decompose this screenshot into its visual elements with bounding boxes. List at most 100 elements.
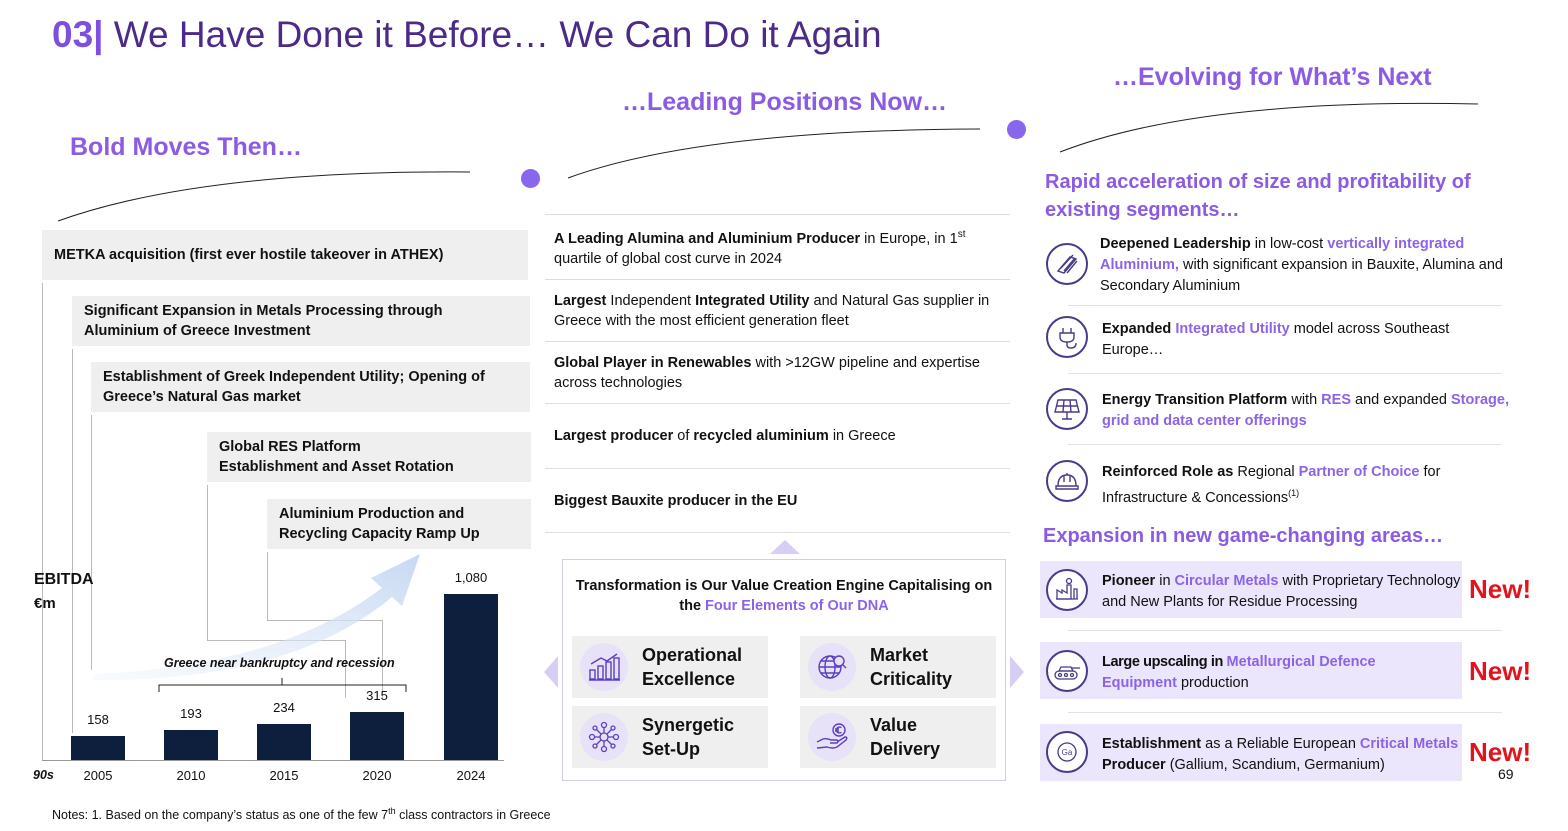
footnote: Notes: 1. Based on the company’s status …: [52, 806, 551, 822]
dna-intro-text: Transformation is Our Value Creation Eng…: [575, 578, 993, 614]
divider: [1068, 444, 1502, 445]
item-bold: Large upscaling in: [1102, 654, 1227, 670]
existing-item-2: Expanded Integrated Utility model across…: [1102, 319, 1502, 361]
bar-value-label: 315: [366, 688, 388, 703]
svg-text:Ga: Ga: [1062, 748, 1073, 757]
gallium-element-icon: Ga: [1046, 731, 1088, 773]
footnote-text: class contractors in Greece: [395, 808, 551, 823]
divider: [1068, 305, 1502, 306]
position-text: in Europe, in 1: [860, 230, 958, 247]
item-accent: Metallurgical Defence Equipment: [1102, 654, 1376, 691]
item-text: production: [1176, 675, 1249, 691]
x-axis: [42, 760, 504, 761]
x-tick-label: 2005: [83, 768, 113, 783]
x-tick-label: 2020: [362, 768, 392, 783]
item-text: in: [1155, 573, 1175, 589]
footnote-sup: th: [388, 806, 396, 816]
position-bold: Biggest Bauxite producer in the EU: [554, 492, 798, 509]
connector: [42, 283, 43, 760]
milestone-label: Establishment of Greek Independent Utili…: [103, 369, 485, 405]
x-tick-label: 2015: [269, 768, 299, 783]
heading-next: …Evolving for What’s Next: [1113, 63, 1432, 91]
connector: [72, 349, 73, 733]
position-item: Global Player in Renewables with >12GW p…: [545, 341, 1010, 403]
positions-list: A Leading Alumina and Aluminium Producer…: [545, 214, 1010, 533]
position-text: Independent: [606, 292, 696, 309]
milestone-label: METKA acquisition (first ever hostile ta…: [54, 247, 444, 263]
heading-now: …Leading Positions Now…: [622, 88, 948, 116]
position-item: Largest Independent Integrated Utility a…: [545, 279, 1010, 341]
divider: [1068, 630, 1502, 631]
section-number: 03|: [52, 14, 104, 55]
dna-label: Value Delivery: [870, 715, 941, 759]
bar-value-label: 234: [273, 700, 295, 715]
item-text: as a Reliable European: [1201, 736, 1360, 752]
item-sup: (1): [1288, 488, 1300, 498]
divider: [1068, 373, 1502, 374]
item-accent: Storage, grid and data center offerings: [1102, 392, 1509, 429]
item-text: and expanded: [1351, 392, 1451, 408]
new-item-critical-metals: Ga Establishment as a Reliable European …: [1040, 724, 1462, 781]
dna-intro: Transformation is Our Value Creation Eng…: [571, 576, 997, 616]
connector: [382, 620, 383, 698]
timeline-dot-1: [521, 169, 540, 188]
position-item: Biggest Bauxite producer in the EU: [545, 468, 1010, 533]
page-title: 03| We Have Done it Before… We Can Do it…: [52, 14, 882, 56]
existing-item-4: Reinforced Role as Regional Partner of C…: [1102, 462, 1502, 509]
dna-label: Operational Excellence: [642, 645, 743, 689]
page-number: 69: [1498, 766, 1514, 782]
item-text: for Infrastructure & Concessions: [1102, 464, 1441, 506]
dna-operational-excellence: Operational Excellence: [572, 636, 768, 698]
position-item: Largest producer of recycled aluminium i…: [545, 403, 1010, 468]
globe-search-icon: [808, 643, 856, 691]
existing-item-1: Deepened Leadership in low-cost vertical…: [1100, 234, 1510, 297]
recession-note: Greece near bankruptcy and recession: [164, 656, 395, 670]
position-text: of: [673, 428, 694, 444]
item-bold: Expanded: [1102, 321, 1176, 337]
position-bold: Largest producer: [554, 428, 674, 444]
recession-bracket: [158, 678, 407, 692]
solar-panel-icon: [1046, 388, 1088, 430]
network-nodes-icon: [580, 713, 628, 761]
item-accent: RES: [1321, 392, 1351, 408]
item-text: model across Southeast Europe…: [1102, 321, 1450, 358]
milestone-utility: Establishment of Greek Independent Utili…: [91, 362, 530, 412]
position-bold: A Leading Alumina and Aluminium Producer: [554, 230, 861, 247]
chart-title: EBITDA: [34, 571, 94, 588]
bar-2005: [71, 736, 125, 760]
bar-chart-up-icon: [580, 643, 628, 691]
chart-origin-label: 90s: [33, 768, 54, 782]
chart-unit: €m: [34, 595, 56, 612]
item-text: with: [1287, 392, 1322, 408]
footnote-text: Notes: 1. Based on the company’s status …: [52, 808, 389, 823]
position-bold: recycled aluminium: [693, 428, 829, 444]
growth-arrow-icon: [94, 554, 420, 681]
item-bold: Producer: [1102, 757, 1166, 773]
position-text: in Greece: [828, 428, 896, 444]
connector: [207, 640, 345, 641]
title-text: We Have Done it Before… We Can Do it Aga…: [113, 14, 882, 55]
item-accent: Circular Metals: [1174, 573, 1279, 589]
new-badge: New!: [1469, 574, 1532, 604]
plug-icon: [1046, 316, 1088, 358]
milestone-metals: Significant Expansion in Metals Processi…: [72, 296, 530, 346]
position-bold: Integrated Utility: [695, 292, 810, 309]
new-item-defence: Large upscaling in Metallurgical Defence…: [1040, 642, 1462, 699]
section-existing-title: Rapid acceleration of size and profitabi…: [1045, 171, 1471, 221]
section-new-title: Expansion in new game-changing areas…: [1043, 525, 1444, 547]
right-arrow-icon: [1010, 656, 1024, 688]
bar-2015: [257, 724, 311, 760]
timeline-arcs: [57, 102, 1479, 222]
position-item: A Leading Alumina and Aluminium Producer…: [545, 214, 1010, 279]
aluminium-bars-icon: [1046, 243, 1088, 285]
tank-icon: [1046, 650, 1088, 692]
new-badge: New!: [1469, 656, 1532, 686]
position-text: and Natural Gas supplier in Greece with …: [554, 292, 990, 329]
recycling-plant-icon: [1046, 569, 1088, 611]
heading-then: Bold Moves Then…: [70, 133, 302, 161]
new-item-circular-metals: Pioneer in Circular Metals with Propriet…: [1040, 561, 1462, 618]
milestone-res: Global RES Platform Establishment and As…: [207, 432, 531, 482]
new-item-text: Establishment as a Reliable European Cri…: [1102, 734, 1462, 776]
item-bold: Pioneer: [1102, 573, 1156, 589]
milestone-aluminium: Aluminium Production and Recycling Capac…: [267, 499, 531, 549]
